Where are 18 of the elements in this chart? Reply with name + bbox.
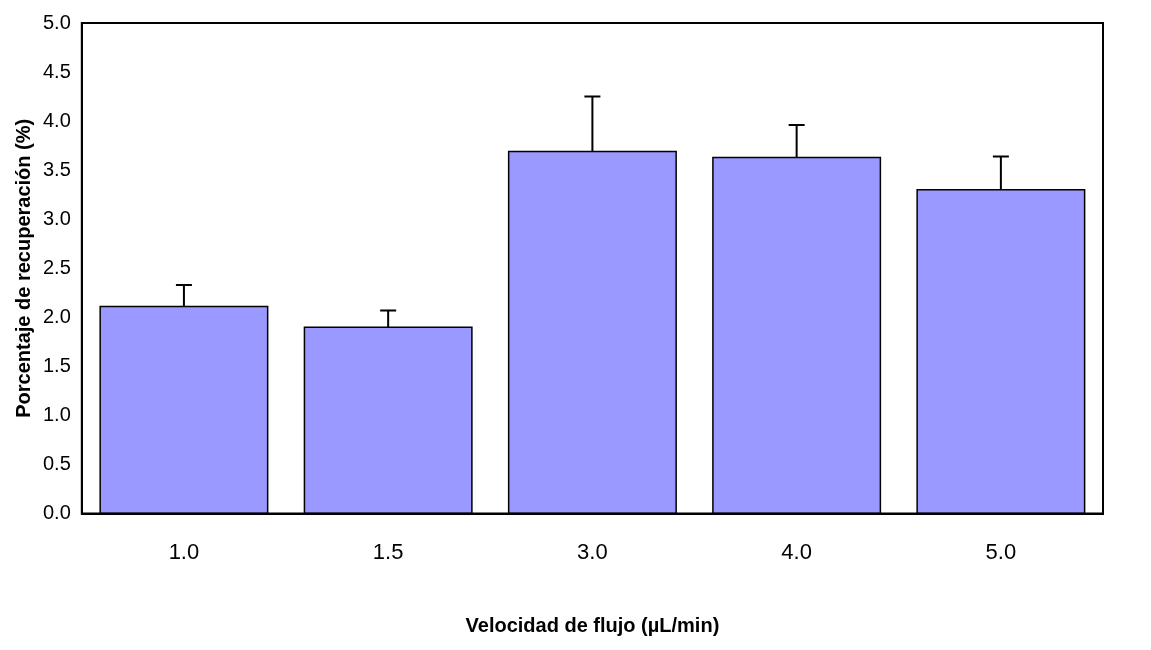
- y-tick-label: 4.0: [42, 108, 71, 131]
- y-axis-title: Porcentaje de recuperación (%): [11, 118, 34, 418]
- y-tick-label: 3.5: [42, 157, 71, 180]
- x-tick-label: 5.0: [985, 538, 1017, 564]
- y-tick-label: 1.5: [42, 353, 71, 376]
- x-axis-title: Velocidad de flujo (µL/min): [465, 613, 720, 636]
- y-tick-label: 2.5: [42, 255, 71, 278]
- y-tick-label: 1.0: [42, 403, 71, 425]
- y-tick-label: 0.5: [42, 452, 71, 475]
- x-tick-label: 1.5: [372, 538, 404, 564]
- y-tick-label: 2.0: [42, 304, 71, 327]
- x-tick-label: 4.0: [781, 538, 812, 564]
- y-tick-label: 4.5: [42, 59, 71, 82]
- y-tick-label: 0.0: [42, 501, 71, 524]
- y-tick-label: 3.0: [42, 206, 71, 229]
- x-tick-label: 1.0: [168, 538, 200, 564]
- y-tick-label: 5.0: [42, 10, 71, 33]
- x-tick-label: 3.0: [577, 538, 608, 564]
